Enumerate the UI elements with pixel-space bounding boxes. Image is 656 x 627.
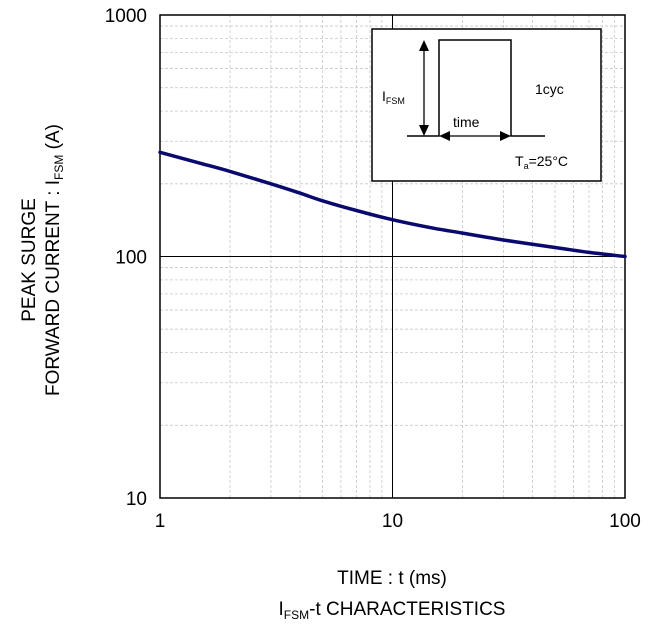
inset-waveform: IFSM time 1cyc Ta=25°C [371,28,602,182]
inset-arrowhead-down [419,125,429,136]
series-layer [158,150,627,259]
chart-title: IFSM-t CHARACTERISTICS [279,599,506,622]
inset-time-label: time [453,114,480,130]
inset-box [371,28,602,182]
y-tick-labels: 10 100 1000 [105,6,147,510]
inset-current-label: IFSM [382,88,405,106]
x-tick-label: 10 [382,511,403,532]
inset-cycle-label: 1cyc [535,81,564,97]
y-axis-label: PEAK SURGE FORWARD CURRENT : IFSM (A) [19,124,66,396]
y-tick-label: 1000 [105,6,147,27]
inset-arrowhead-right [500,131,511,141]
inset-arrowhead-up [419,40,429,51]
surge-current-curve [158,150,627,259]
inset-temperature-label: Ta=25°C [515,153,568,171]
x-tick-labels: 1 10 100 [155,511,641,532]
y-tick-label: 10 [126,489,147,510]
x-tick-label: 100 [609,511,641,532]
y-tick-label: 100 [115,248,147,269]
y-axis-label-line1: PEAK SURGE [19,198,40,322]
y-axis-label-line2: FORWARD CURRENT : IFSM (A) [43,124,66,396]
inset-arrowhead-left [439,131,450,141]
x-axis-label: TIME : t (ms) [337,568,447,589]
x-tick-label: 1 [155,511,166,532]
inset-pulse-line [407,39,545,137]
